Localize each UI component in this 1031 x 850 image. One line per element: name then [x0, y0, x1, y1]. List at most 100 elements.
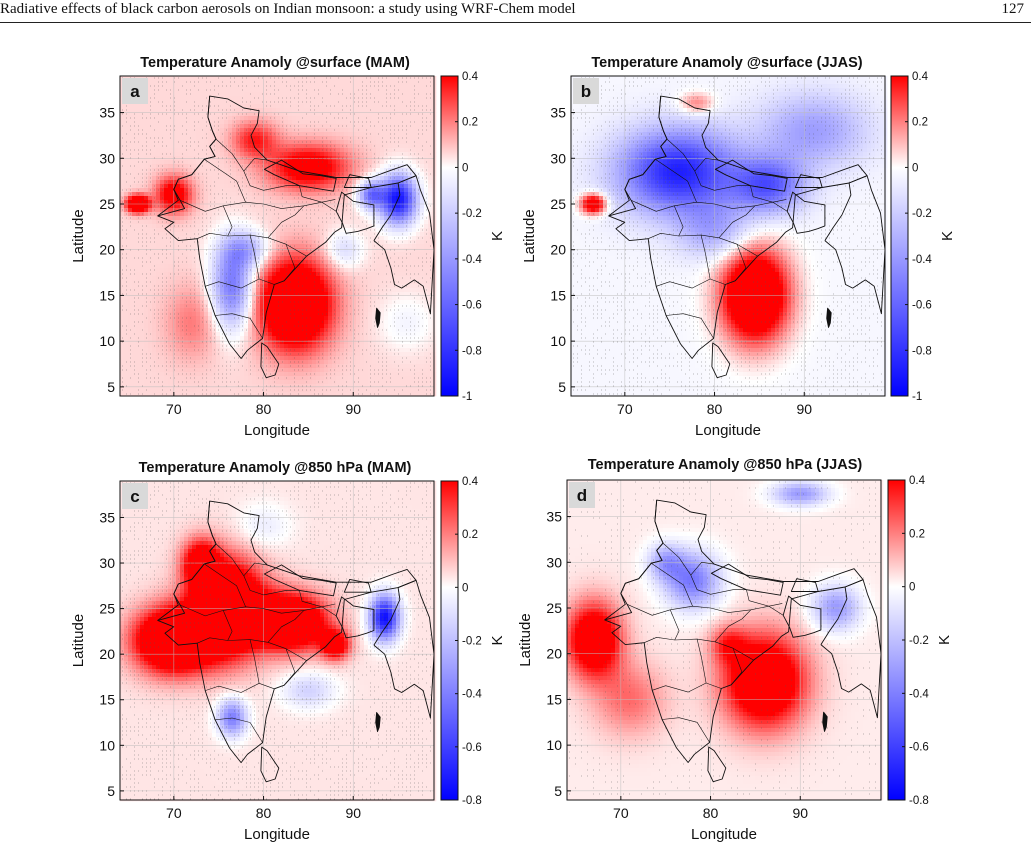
state-boundary: [204, 158, 246, 203]
state-boundary: [222, 610, 233, 641]
x-tick-label: 90: [792, 805, 808, 821]
panel-title: Temperature Anamoly @surface (MAM): [140, 55, 410, 71]
bhutan-outline: [790, 578, 819, 592]
bangladesh-outline: [786, 191, 826, 234]
state-boundary: [299, 185, 336, 203]
x-axis-label: Longitude: [244, 826, 310, 843]
gridlines: [120, 481, 434, 800]
state-boundary: [656, 278, 726, 289]
nepal-outline: [710, 563, 784, 596]
colorbar-unit-label: K: [489, 231, 506, 241]
colorbar-tick-label: 0.2: [462, 117, 478, 129]
nepal-outline: [714, 159, 788, 192]
y-axis: 35 30 25 20 15 10 5: [546, 509, 571, 799]
y-tick-label: 5: [554, 783, 562, 799]
colorbar-tick-label: -0.2: [462, 208, 482, 220]
y-axis: 35 30 25 20 15 10 5: [99, 105, 124, 395]
colorbar-tick-label: -0.8: [462, 795, 482, 807]
colorbar-tick-label: -0.4: [462, 254, 482, 266]
colorbar-tick-label: -0.4: [909, 688, 929, 700]
colorbar-tick-label: 0.2: [909, 528, 925, 540]
colorbar-tick-label: -0.4: [912, 254, 932, 266]
andaman-islands: [375, 307, 381, 328]
colorbar-tick-label: 0: [462, 162, 468, 174]
colorbar-tick-label: -0.4: [462, 689, 482, 701]
state-boundary: [696, 639, 707, 684]
state-boundary: [652, 682, 722, 693]
colorbar-tick-label: 0.4: [912, 71, 929, 83]
state-boundary: [666, 313, 714, 339]
y-tick-label: 15: [99, 287, 115, 303]
y-axis: 35 30 25 20 15 10 5: [550, 105, 575, 395]
anomaly-field: [567, 480, 884, 801]
state-boundary: [243, 562, 268, 576]
state-boundary: [651, 562, 693, 607]
y-tick-label: 25: [99, 196, 115, 212]
nepal-outline: [263, 159, 337, 192]
panel-a: Temperature Anamoly @surface (MAM)a 70 80 9…: [70, 55, 506, 439]
y-tick-label: 25: [546, 600, 562, 616]
colorbar: 0.4 0.2 0 -0.2 -0.4 -0.6 -0.8 -1 K: [890, 71, 956, 403]
state-boundary: [669, 609, 680, 641]
panel-label: b: [581, 82, 591, 101]
colorbar-tick-label: -0.2: [912, 208, 932, 220]
y-tick-label: 10: [550, 333, 566, 349]
colorbar-tick-label: 0: [909, 582, 915, 594]
y-tick-label: 35: [99, 105, 115, 121]
state-boundary: [694, 158, 719, 172]
y-axis-label: Latitude: [517, 613, 534, 666]
state-boundary: [215, 313, 263, 339]
colorbar-tick-label: 0: [912, 162, 918, 174]
y-tick-label: 15: [99, 692, 115, 708]
nepal-outline: [263, 564, 337, 597]
panel-title: Temperature Anamoly @850 hPa (MAM): [139, 460, 412, 476]
state-boundary: [283, 244, 296, 281]
state-boundary: [662, 542, 747, 595]
pakistan-border: [157, 96, 217, 217]
pakistan-border: [608, 96, 668, 217]
state-boundary: [630, 200, 788, 212]
plot-frame: [570, 75, 886, 397]
state-boundary: [249, 639, 260, 684]
x-tick-label: 70: [166, 401, 182, 417]
x-tick-label: 80: [707, 401, 723, 417]
state-boundary: [730, 648, 743, 685]
panel-c: Temperature Anamoly @850 hPa (MAM)c 70 80 9…: [70, 460, 506, 843]
colorbar-tick-label: 0.2: [912, 117, 928, 129]
state-boundary: [662, 717, 710, 743]
state-boundary: [673, 205, 684, 237]
state-boundary: [299, 590, 336, 608]
state-boundary: [746, 589, 783, 607]
colorbar-tick-label: 0.4: [462, 476, 479, 488]
x-axis: 70 80 90: [166, 796, 361, 821]
colorbar-tick-label: -0.6: [462, 742, 482, 754]
srilanka-outline: [260, 342, 280, 379]
anomaly-field: [120, 481, 437, 802]
state-boundary: [283, 648, 296, 686]
panel-label: d: [577, 486, 587, 505]
colorbar-gradient: [440, 75, 459, 397]
panel-title: Temperature Anamoly @surface (JJAS): [591, 55, 862, 71]
state-boundary: [267, 205, 305, 238]
state-boundary: [655, 158, 697, 203]
x-tick-label: 70: [617, 401, 633, 417]
y-tick-label: 20: [99, 646, 115, 662]
colorbar-tick-label: 0: [462, 582, 468, 594]
x-tick-label: 80: [703, 805, 719, 821]
map-outlines: [157, 500, 435, 783]
map-outlines: [157, 95, 435, 379]
srilanka-outline: [707, 746, 727, 783]
colorbar-tick-label: -0.6: [909, 742, 929, 754]
state-boundary: [714, 609, 752, 642]
x-tick-label: 80: [256, 805, 272, 821]
pakistan-border: [604, 500, 664, 621]
colorbar-unit-label: K: [939, 231, 956, 241]
state-boundary: [204, 563, 246, 607]
state-boundary: [734, 244, 747, 281]
colorbar-tick-label: -0.8: [909, 795, 929, 807]
srilanka-outline: [260, 746, 280, 783]
state-boundary: [215, 717, 263, 743]
y-tick-label: 5: [107, 379, 115, 395]
plot-frame: [119, 480, 435, 801]
y-tick-label: 30: [99, 555, 115, 571]
